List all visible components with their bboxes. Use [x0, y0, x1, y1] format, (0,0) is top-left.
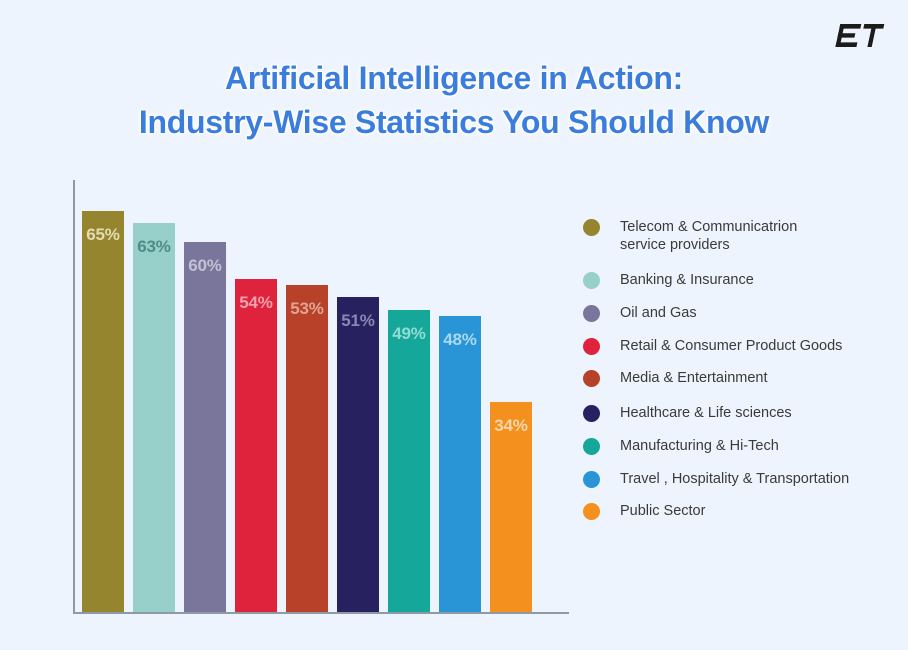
legend-color-swatch-icon	[583, 338, 600, 355]
page-title: Artificial Intelligence in Action: Indus…	[138, 60, 770, 140]
legend-color-swatch-icon	[583, 305, 600, 322]
legend-item-label: Public Sector	[620, 503, 706, 519]
bar-5: 53%	[286, 284, 328, 612]
legend-item[interactable]: Retail & Consumer Product Goods	[583, 337, 842, 355]
bar-value-label: 53%	[290, 298, 324, 318]
legend-color-swatch-icon	[583, 272, 600, 289]
y-axis-line	[73, 180, 75, 612]
legend-color-swatch-icon	[583, 503, 600, 520]
bar-value-label: 63%	[137, 237, 171, 257]
legend-item[interactable]: Media & Entertainment	[583, 369, 768, 387]
bar-value-label: 48%	[443, 329, 477, 349]
legend-item[interactable]: Public Sector	[583, 502, 705, 520]
legend-item-label: Media & Entertainment	[620, 370, 768, 386]
bar-2: 63%	[133, 223, 175, 612]
bar-value-label: 51%	[341, 311, 375, 331]
legend-item[interactable]: Banking & Insurance	[583, 271, 754, 289]
bar-7: 49%	[388, 309, 430, 612]
legend-item[interactable]: Oil and Gas	[583, 304, 697, 322]
legend-item-label: Travel , Hospitality & Transportation	[620, 471, 850, 487]
legend-item-label: Telecom & Communicatrion service provide…	[620, 219, 798, 253]
legend-item-label: Banking & Insurance	[620, 272, 754, 288]
legend-item[interactable]: Manufacturing & Hi-Tech	[583, 437, 779, 455]
legend-item[interactable]: Travel , Hospitality & Transportation	[583, 470, 849, 488]
bar-value-label: 60%	[188, 255, 222, 275]
bar-value-label: 65%	[86, 224, 120, 244]
et-logo	[828, 16, 890, 56]
bar-4: 54%	[235, 278, 277, 612]
bar-value-label: 54%	[239, 292, 273, 312]
legend-color-swatch-icon	[583, 219, 600, 236]
x-axis-line	[73, 612, 569, 614]
legend-item-label: Manufacturing & Hi-Tech	[620, 438, 779, 454]
bar-value-label: 49%	[392, 323, 426, 343]
legend-item-label: Retail & Consumer Product Goods	[620, 338, 843, 354]
bar-chart: 65% 63% 60% 54% 53% 51% 49% 48% 34%	[73, 180, 569, 614]
legend-item-label: Healthcare & Life sciences	[620, 405, 792, 421]
legend-color-swatch-icon	[583, 370, 600, 387]
legend-item-label: Oil and Gas	[620, 305, 697, 321]
legend-item[interactable]: Telecom & Communicatrion service provide…	[583, 218, 797, 254]
bar-8: 48%	[439, 315, 481, 612]
legend-color-swatch-icon	[583, 405, 600, 422]
legend-color-swatch-icon	[583, 438, 600, 455]
bar-value-label: 34%	[494, 416, 528, 436]
legend-color-swatch-icon	[583, 471, 600, 488]
bar-3: 60%	[184, 241, 226, 612]
legend-item[interactable]: Healthcare & Life sciences	[583, 404, 792, 422]
bar-1: 65%	[82, 210, 124, 612]
bar-6: 51%	[337, 297, 379, 612]
bar-9: 34%	[490, 402, 532, 612]
